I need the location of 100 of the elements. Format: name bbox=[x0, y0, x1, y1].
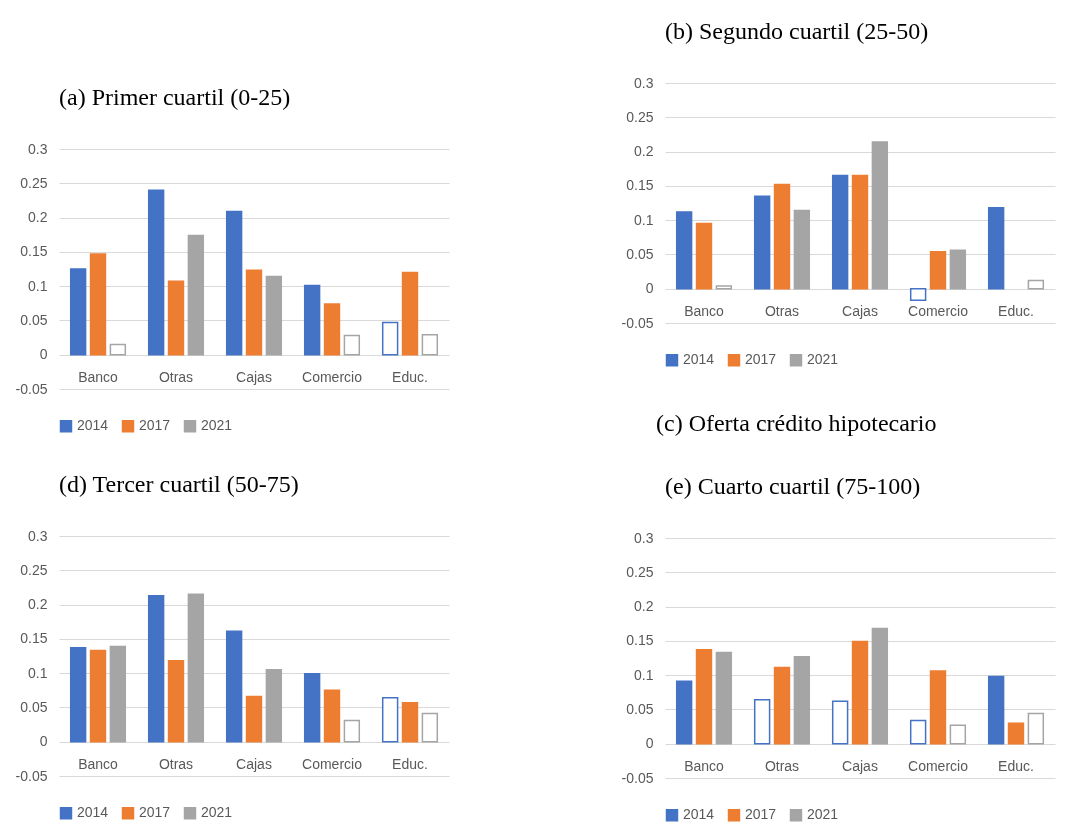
bar bbox=[1027, 279, 1045, 290]
x-tick-label: Educ. bbox=[998, 758, 1034, 775]
bar bbox=[89, 649, 107, 743]
y-tick-label: 0.05 bbox=[20, 698, 48, 715]
x-tick-label: Educ. bbox=[998, 303, 1034, 320]
bar bbox=[421, 712, 439, 743]
bar bbox=[303, 284, 321, 356]
x-tick-label: Otras bbox=[158, 369, 194, 386]
y-tick-label: -0.05 bbox=[15, 380, 48, 397]
x-tick-label: Banco bbox=[684, 303, 725, 320]
bar bbox=[695, 649, 713, 745]
y-tick-label: 0.3 bbox=[28, 140, 48, 157]
y-tick-label: 0.15 bbox=[626, 177, 654, 194]
bar bbox=[675, 680, 693, 745]
x-tick-label: Banco bbox=[684, 758, 725, 775]
y-tick-label: 0.2 bbox=[28, 596, 48, 613]
bar bbox=[773, 666, 791, 745]
bar bbox=[343, 334, 361, 356]
bar bbox=[187, 234, 205, 356]
x-tick-label: Otras bbox=[764, 758, 800, 775]
chart-title: (b) Segundo cuartil (25-50) bbox=[665, 18, 929, 44]
x-tick-label: Comercio bbox=[302, 756, 363, 773]
bar bbox=[245, 695, 263, 743]
y-tick-label: 0.2 bbox=[634, 598, 654, 615]
x-tick-label: Cajas bbox=[236, 369, 272, 386]
legend-label: 2021 bbox=[807, 351, 839, 368]
y-tick-label: -0.05 bbox=[621, 314, 654, 331]
bar bbox=[69, 647, 87, 743]
bar bbox=[909, 287, 927, 302]
x-tick-label: Cajas bbox=[842, 303, 878, 320]
chart-title: (d) Tercer cuartil (50-75) bbox=[59, 471, 299, 497]
x-tick-label: Otras bbox=[158, 756, 194, 773]
bar bbox=[265, 275, 283, 356]
y-tick-label: 0.1 bbox=[634, 666, 654, 683]
bar bbox=[89, 253, 107, 356]
bar bbox=[421, 334, 439, 356]
bar bbox=[831, 174, 849, 290]
bar bbox=[753, 699, 771, 745]
bar bbox=[851, 640, 869, 745]
bar bbox=[401, 701, 419, 743]
y-tick-label: 0.1 bbox=[634, 211, 654, 228]
x-tick-label: Educ. bbox=[392, 756, 428, 773]
y-tick-label: 0.15 bbox=[20, 630, 48, 647]
text: (c) Oferta crédito hipotecario bbox=[656, 410, 937, 437]
bar bbox=[987, 675, 1005, 745]
y-tick-label: -0.05 bbox=[621, 769, 654, 786]
bar bbox=[109, 645, 127, 743]
x-tick-label: Comercio bbox=[302, 369, 363, 386]
x-tick-label: Banco bbox=[78, 756, 119, 773]
y-tick-label: 0 bbox=[645, 735, 654, 752]
y-tick-label: 0.05 bbox=[626, 700, 654, 717]
legend-label: 2014 bbox=[77, 804, 109, 821]
bar bbox=[929, 670, 947, 745]
bar bbox=[715, 285, 733, 290]
y-tick-label: 0.05 bbox=[20, 311, 48, 328]
bar bbox=[851, 174, 869, 290]
bar bbox=[381, 697, 399, 743]
x-tick-label: Comercio bbox=[908, 758, 969, 775]
legend-label: 2017 bbox=[745, 806, 777, 823]
bar bbox=[675, 211, 693, 290]
y-tick-label: 0.3 bbox=[634, 74, 654, 91]
bar bbox=[929, 250, 947, 290]
x-tick-label: Comercio bbox=[908, 303, 969, 320]
bar bbox=[773, 183, 791, 290]
bar bbox=[147, 594, 165, 743]
y-tick-label: 0.1 bbox=[28, 277, 48, 294]
bar bbox=[1007, 722, 1025, 745]
bar bbox=[225, 210, 243, 356]
bar bbox=[871, 141, 889, 290]
y-tick-label: 0.1 bbox=[28, 664, 48, 681]
y-tick-label: 0.05 bbox=[626, 245, 654, 262]
legend-label: 2014 bbox=[77, 417, 109, 434]
bar bbox=[831, 700, 849, 745]
y-tick-label: 0.25 bbox=[20, 561, 48, 578]
y-tick-label: -0.05 bbox=[15, 767, 48, 784]
y-tick-label: 0.25 bbox=[626, 108, 654, 125]
bar bbox=[303, 673, 321, 743]
y-tick-label: 0.3 bbox=[634, 529, 654, 546]
y-tick-label: 0.25 bbox=[626, 563, 654, 580]
y-tick-label: 0 bbox=[39, 733, 48, 750]
bar bbox=[343, 719, 361, 743]
y-tick-label: 0 bbox=[645, 280, 654, 297]
legend-label: 2014 bbox=[683, 806, 715, 823]
x-tick-label: Educ. bbox=[392, 369, 428, 386]
bar bbox=[987, 207, 1005, 290]
bar bbox=[323, 689, 341, 743]
y-tick-label: 0.25 bbox=[20, 174, 48, 191]
bar bbox=[401, 271, 419, 356]
chart-title: (a) Primer cuartil (0-25) bbox=[59, 84, 291, 110]
bar bbox=[69, 268, 87, 356]
y-tick-label: 0 bbox=[39, 346, 48, 363]
legend-label: 2021 bbox=[201, 804, 233, 821]
bar bbox=[753, 195, 771, 290]
bar bbox=[793, 209, 811, 290]
bar bbox=[909, 719, 927, 745]
legend-label: 2014 bbox=[683, 351, 715, 368]
bar bbox=[695, 222, 713, 290]
y-tick-label: 0.15 bbox=[626, 632, 654, 649]
y-tick-label: 0.2 bbox=[634, 143, 654, 160]
bar bbox=[167, 660, 185, 743]
